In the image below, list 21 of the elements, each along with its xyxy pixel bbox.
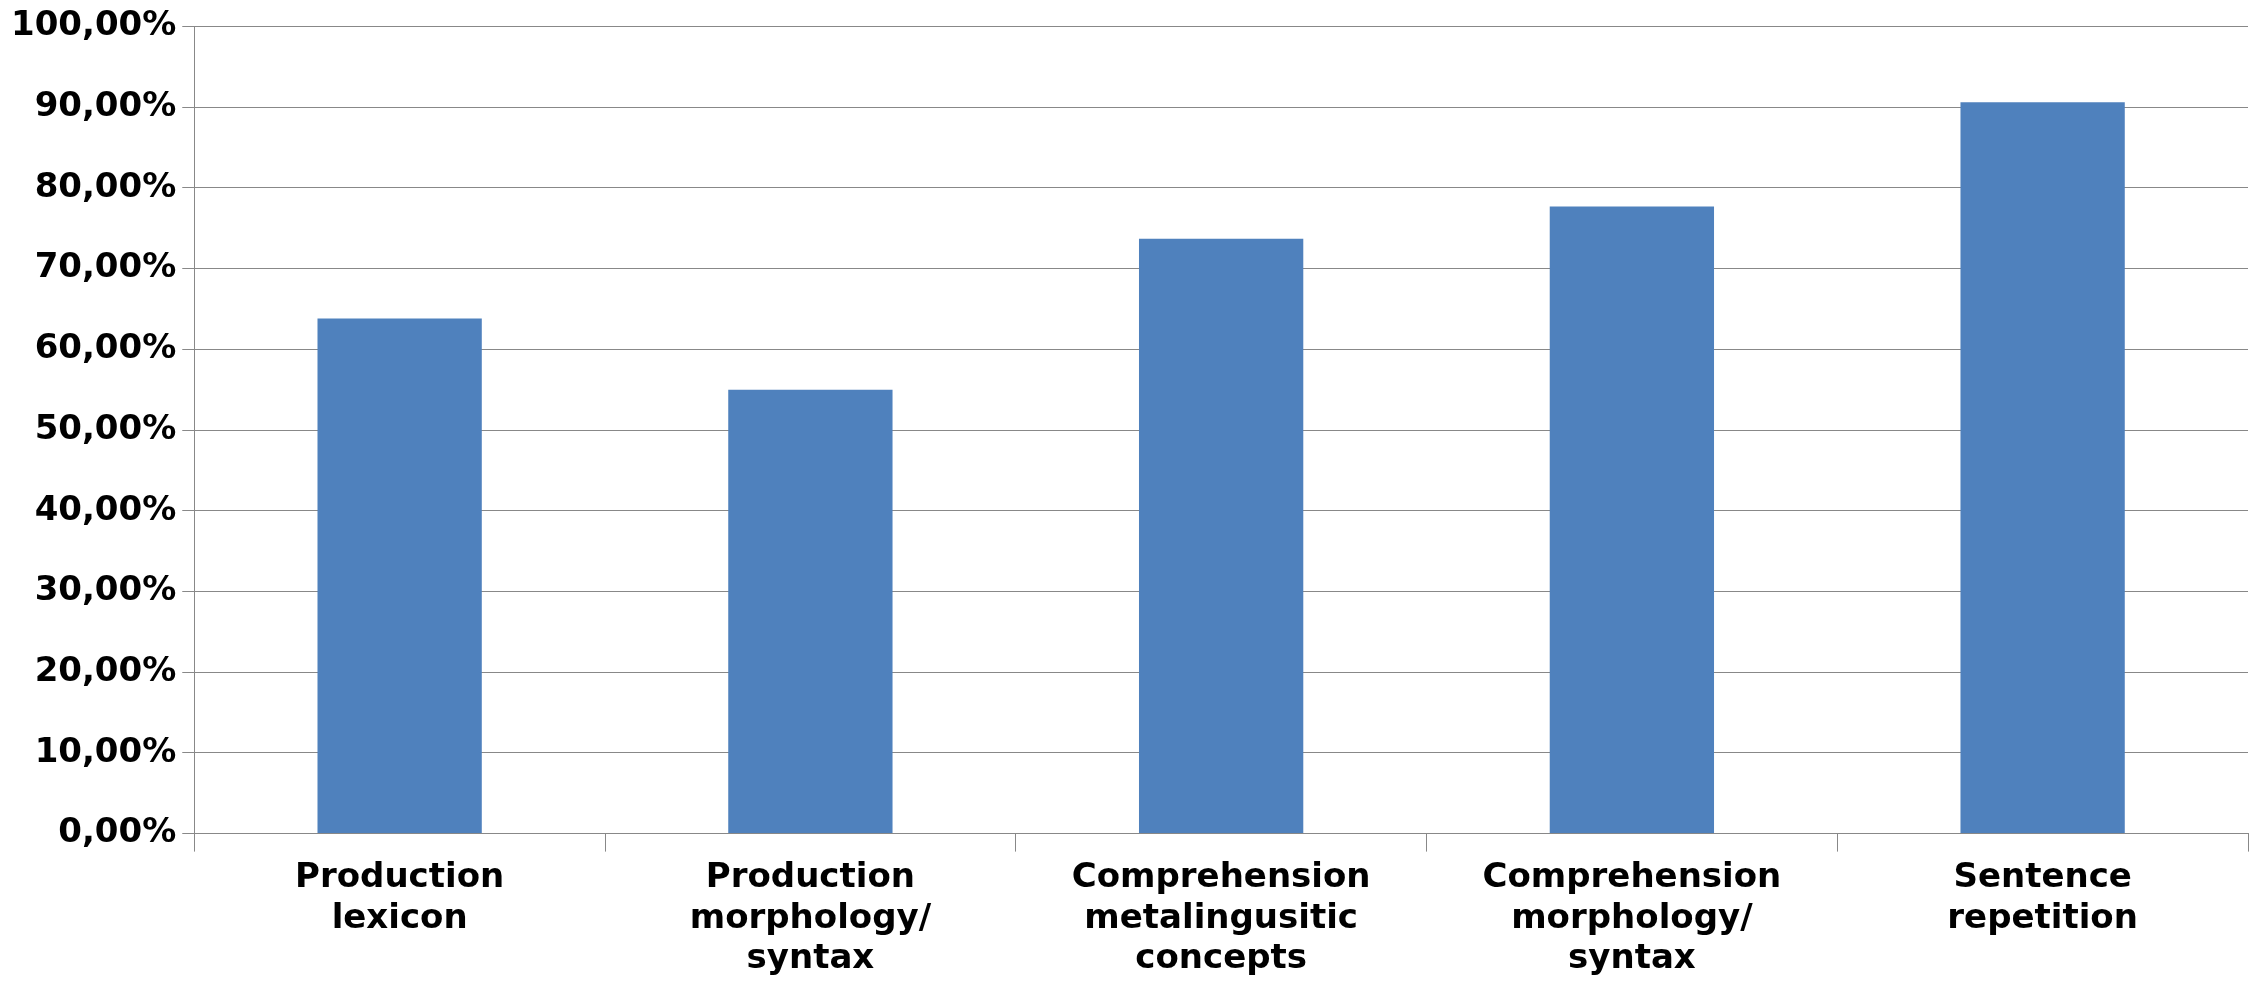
x-tick-label: Production lexicon [295,854,505,936]
bar [1549,206,1715,834]
y-tick-label: 100,00% [10,3,177,44]
bar [317,318,482,834]
y-tick-label: 10,00% [34,729,177,770]
y-tick-label: 50,00% [34,406,177,447]
y-tick-label: 40,00% [34,487,177,528]
x-tick-label: Sentence repetition [1947,854,2138,936]
x-tick-label: Comprehension metalingusitic concepts [1071,854,1371,977]
y-tick-label: 0,00% [58,810,177,851]
x-tick-label: Production morphology/ syntax [689,854,932,977]
y-tick-label: 60,00% [34,326,177,367]
bar [728,389,893,834]
bar [1960,102,2125,834]
y-tick-label: 80,00% [34,164,177,205]
y-tick-label: 70,00% [34,245,177,286]
x-tick-label: Comprehension morphology/ syntax [1482,854,1782,977]
bar [1138,238,1304,834]
y-tick-label: 90,00% [34,83,177,124]
y-tick-label: 30,00% [34,568,177,609]
y-tick-label: 20,00% [34,648,177,689]
